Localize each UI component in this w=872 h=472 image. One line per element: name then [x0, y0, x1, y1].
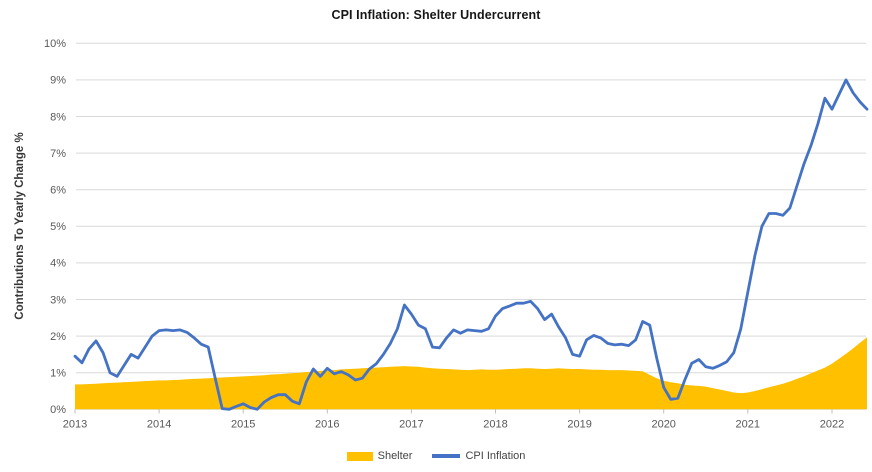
- x-tick-label: 2013: [63, 419, 87, 431]
- y-tick-label: 5%: [50, 221, 66, 233]
- x-tick-label: 2017: [399, 419, 423, 431]
- x-tick-label: 2018: [483, 419, 507, 431]
- y-tick-label: 7%: [50, 148, 66, 160]
- shelter-area-series: [75, 337, 867, 410]
- y-tick-label: 1%: [50, 368, 66, 380]
- legend-item-shelter: Shelter: [346, 450, 413, 462]
- legend-item-cpi: CPI Inflation: [432, 450, 525, 462]
- x-tick-label: 2014: [147, 419, 171, 431]
- x-tick-label: 2021: [736, 419, 760, 431]
- x-tick-label: 2015: [231, 419, 255, 431]
- y-tick-label: 6%: [50, 185, 66, 197]
- x-tick-label: 2019: [567, 419, 591, 431]
- y-tick-label: 0%: [50, 404, 66, 416]
- legend-label-shelter: Shelter: [377, 450, 413, 462]
- x-tick-label: 2022: [820, 419, 844, 431]
- y-tick-label: 9%: [50, 75, 66, 87]
- y-tick-label: 8%: [50, 111, 66, 123]
- x-tick-label: 2020: [651, 419, 675, 431]
- shelter-area-swatch-icon: [346, 451, 373, 461]
- chart-title: CPI Inflation: Shelter Undercurrent: [331, 8, 541, 22]
- legend-label-cpi: CPI Inflation: [465, 450, 526, 462]
- legend: Shelter CPI Inflation: [0, 448, 872, 464]
- y-tick-label: 2%: [50, 331, 66, 343]
- cpi-line-swatch-icon: [432, 454, 461, 458]
- x-tick-label: 2016: [315, 419, 339, 431]
- y-tick-label: 3%: [50, 294, 66, 306]
- cpi-inflation-line-series: [73, 78, 869, 411]
- y-tick-label: 4%: [50, 258, 66, 270]
- y-tick-label: 10%: [44, 38, 66, 50]
